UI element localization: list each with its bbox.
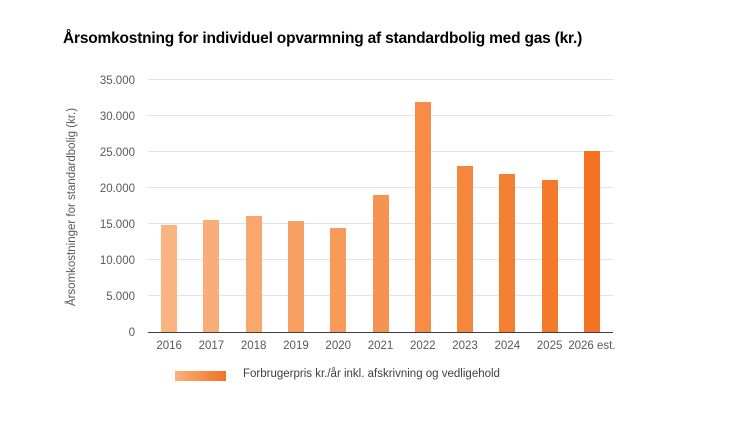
x-tick-label-2019: 2019 [283, 340, 309, 352]
legend-label: Forbrugerpris kr./år inkl. afskrivning o… [243, 368, 500, 380]
y-tick-label-20000: 20.000 [99, 183, 135, 195]
x-tick-label-2022: 2022 [409, 340, 436, 352]
gridline-20000 [148, 187, 613, 188]
y-tick-label-10000: 10.000 [99, 255, 135, 267]
y-tick-label-0: 0 [128, 327, 135, 339]
x-tick-label-2025: 2025 [536, 340, 563, 352]
bar-2026-est- [583, 150, 600, 332]
bar-2018 [245, 216, 262, 332]
x-tick-label-2023: 2023 [452, 340, 478, 352]
legend-swatch [175, 371, 226, 381]
x-tick-label-2018: 2018 [240, 340, 267, 352]
x-tick-label-2024: 2024 [494, 340, 521, 352]
bar-2025 [541, 180, 558, 332]
x-tick-label-2020: 2020 [325, 340, 352, 352]
bar-2024 [499, 174, 516, 332]
y-tick-label-35000: 35.000 [99, 75, 135, 87]
x-axis-labels: 2016 2017 2018 2019 2020 2021 2022 2023 2024 2025… [148, 340, 616, 356]
y-axis-labels: 0 5.000 10.000 15.000 20.000 25.000 30.000 35.0… [40, 75, 135, 341]
gridline-35000 [148, 79, 613, 80]
y-tick-label-30000: 30.000 [99, 111, 135, 123]
x-tick-label-2026-est-: 2026 est. [568, 340, 616, 352]
plot-area [148, 79, 613, 333]
y-tick-label-5000: 5.000 [106, 291, 135, 303]
bar-2017 [203, 219, 220, 332]
gridline-25000 [148, 151, 613, 152]
bar-2023 [457, 166, 474, 332]
bar-2022 [414, 101, 431, 332]
y-tick-label-15000: 15.000 [99, 219, 135, 231]
y-tick-label-25000: 25.000 [99, 147, 135, 159]
bar-2019 [287, 221, 304, 332]
x-tick-label-2016: 2016 [156, 340, 182, 352]
x-tick-label-2017: 2017 [198, 340, 225, 352]
bar-2016 [161, 224, 178, 332]
bar-2021 [372, 195, 389, 332]
bar-2020 [330, 228, 347, 332]
chart-title: Årsomkostning for individuel opvarmning … [63, 30, 583, 47]
gridline-30000 [148, 115, 613, 116]
x-tick-label-2021: 2021 [367, 340, 394, 352]
